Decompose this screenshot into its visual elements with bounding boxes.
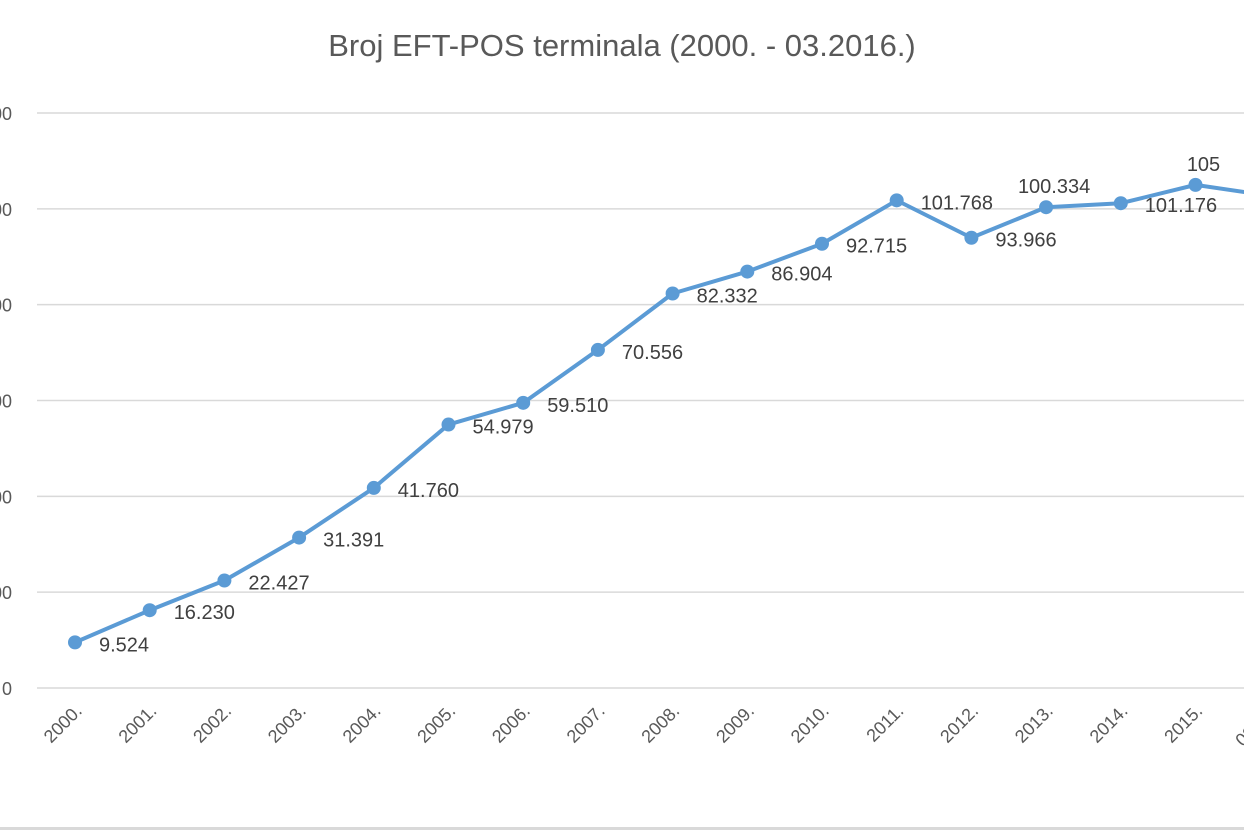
data-label: 16.230 xyxy=(174,602,235,624)
x-tick-label: 2000. xyxy=(40,701,86,747)
data-point xyxy=(217,573,232,588)
x-tick-label: 2002. xyxy=(189,701,235,747)
data-label: 70.556 xyxy=(622,342,683,364)
x-tick-label: 2014. xyxy=(1086,701,1132,747)
data-point xyxy=(366,480,381,495)
x-tick-label: 2007. xyxy=(563,701,609,747)
x-tick-label: 2011. xyxy=(862,701,907,746)
x-tick-label: 2001. xyxy=(115,701,161,747)
data-label: 105 xyxy=(1187,154,1220,176)
data-point xyxy=(665,286,680,301)
data-label: 92.715 xyxy=(846,236,907,258)
data-point xyxy=(1188,177,1203,192)
y-tick-label: 0 xyxy=(2,679,12,699)
data-label: 59.510 xyxy=(547,395,608,417)
x-tick-label: 2006. xyxy=(488,701,534,747)
chart-border xyxy=(0,827,1244,830)
chart-title: Broj EFT-POS terminala (2000. - 03.2016.… xyxy=(328,28,916,63)
y-tick-label: 60.000 xyxy=(0,392,12,412)
data-label: 9.524 xyxy=(99,634,149,656)
x-tick-label: 2003. xyxy=(264,701,310,747)
data-label: 41.760 xyxy=(398,480,459,502)
y-tick-label: 20.000 xyxy=(0,583,12,603)
x-tick-label: 2013. xyxy=(1011,701,1057,747)
data-label: 101.176 xyxy=(1145,195,1217,217)
data-point xyxy=(740,264,755,279)
data-label: 82.332 xyxy=(697,285,758,307)
data-point xyxy=(1113,196,1128,211)
x-tick-label: 2012. xyxy=(936,701,982,747)
data-point xyxy=(142,603,157,618)
x-tick-label: 2009. xyxy=(712,701,758,747)
data-label: 101.768 xyxy=(921,192,993,214)
y-tick-label: 120.000 xyxy=(0,104,12,124)
data-label: 54.979 xyxy=(473,417,534,439)
data-point xyxy=(516,395,531,410)
x-tick-label: 2010. xyxy=(787,701,833,747)
x-tick-label: 2004. xyxy=(339,701,385,747)
x-tick-label: 2008. xyxy=(637,701,683,747)
data-point xyxy=(590,342,605,357)
y-tick-label: 40.000 xyxy=(0,487,12,507)
data-point xyxy=(964,230,979,245)
data-label: 93.966 xyxy=(995,230,1056,252)
data-point xyxy=(889,193,904,208)
x-tick-label: 2015. xyxy=(1160,701,1206,747)
data-label: 100.334 xyxy=(1018,176,1090,198)
y-tick-label: 100.000 xyxy=(0,200,12,220)
x-tick-label: 03./20 xyxy=(1231,701,1244,751)
data-point xyxy=(292,530,307,545)
data-label: 86.904 xyxy=(771,264,832,286)
y-tick-label: 80.000 xyxy=(0,296,12,316)
x-tick-label: 2005. xyxy=(413,701,459,747)
data-point xyxy=(1039,200,1054,215)
data-point xyxy=(68,635,82,650)
data-label: 31.391 xyxy=(323,530,384,552)
data-point xyxy=(815,236,829,251)
data-label: 22.427 xyxy=(248,573,309,595)
data-point xyxy=(441,417,456,432)
